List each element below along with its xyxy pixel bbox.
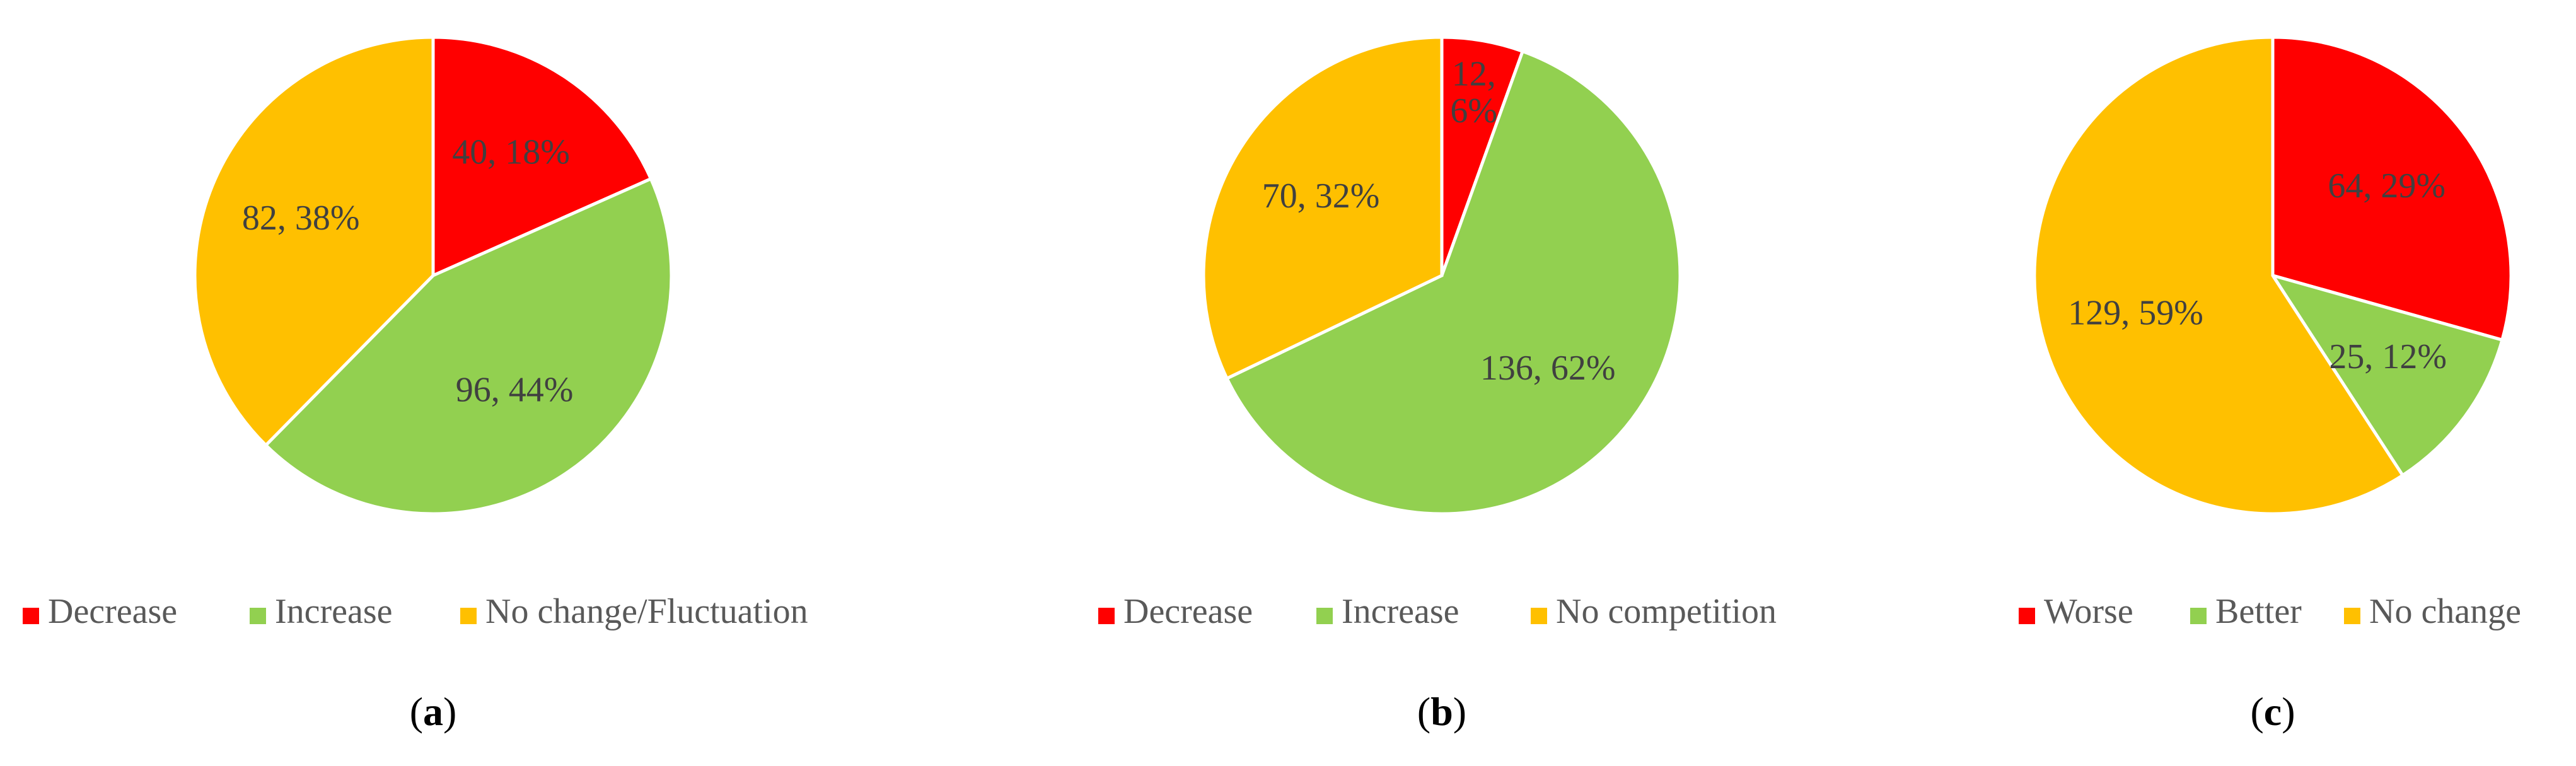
data-label: 25, 12%: [2329, 337, 2447, 376]
pie-slice-decrease: [431, 35, 653, 278]
pie-chart-b: 12, 6% 136, 62% 70, 32%: [1202, 35, 1682, 516]
legend-label: No change/Fluctuation: [485, 592, 808, 631]
legend-label: No change: [2369, 592, 2521, 631]
data-label: 82, 38%: [242, 199, 360, 238]
data-label: 40, 18%: [452, 133, 570, 172]
data-label: 70, 32%: [1262, 177, 1380, 216]
legend-marker: [2190, 608, 2207, 624]
data-label: 129, 59%: [2068, 293, 2203, 332]
legend-marker: [2019, 608, 2035, 624]
pie-slice-no-change: [2033, 35, 2405, 516]
legend-marker: [460, 608, 477, 624]
pie-slice-no-change-fluctuation: [193, 35, 435, 448]
legend-label: Increase: [1342, 592, 1459, 631]
legend-label: Decrease: [1123, 592, 1253, 631]
legend-c: Worse Better No change: [2019, 592, 2521, 631]
slice-labels-b: 12, 6% 136, 62% 70, 32%: [1262, 54, 1616, 388]
pie-slice-increase: [264, 177, 673, 516]
pie-chart-a: 40, 18% 96, 44% 82, 38%: [193, 35, 673, 516]
panel-caption: (b): [1417, 689, 1466, 734]
data-label: 136, 62%: [1480, 349, 1616, 388]
legend-marker: [23, 608, 39, 624]
data-label: 12, 6%: [1450, 54, 1497, 131]
legend-label: Better: [2215, 592, 2302, 631]
slice-labels-a: 40, 18% 96, 44% 82, 38%: [242, 133, 574, 410]
panel-caption: (c): [2250, 689, 2295, 734]
data-label: 64, 29%: [2328, 166, 2445, 206]
legend-label: Worse: [2044, 592, 2133, 631]
legend-marker: [2344, 608, 2360, 624]
legend-label: Increase: [275, 592, 393, 631]
legend-label: No competition: [1556, 592, 1777, 631]
legend-marker: [1531, 608, 1547, 624]
legend-marker: [1098, 608, 1115, 624]
legend-marker: [1316, 608, 1333, 624]
slice-labels-c: 64, 29% 25, 12% 129, 59%: [2068, 166, 2447, 376]
panel-caption: (a): [410, 689, 457, 734]
legend-a: Decrease Increase No change/Fluctuation: [23, 592, 808, 631]
data-label: 96, 44%: [456, 370, 574, 409]
pie-slice-better: [2269, 272, 2505, 478]
pie-slice-worse: [2271, 35, 2513, 342]
legend-label: Decrease: [48, 592, 177, 631]
pie-slice-increase: [1224, 49, 1682, 516]
pie-chart-c: 64, 29% 25, 12% 129, 59%: [2033, 35, 2513, 516]
legend-marker: [250, 608, 266, 624]
pie-slice-no-competition: [1202, 35, 1444, 381]
legend-b: Decrease Increase No competition: [1098, 592, 1777, 631]
